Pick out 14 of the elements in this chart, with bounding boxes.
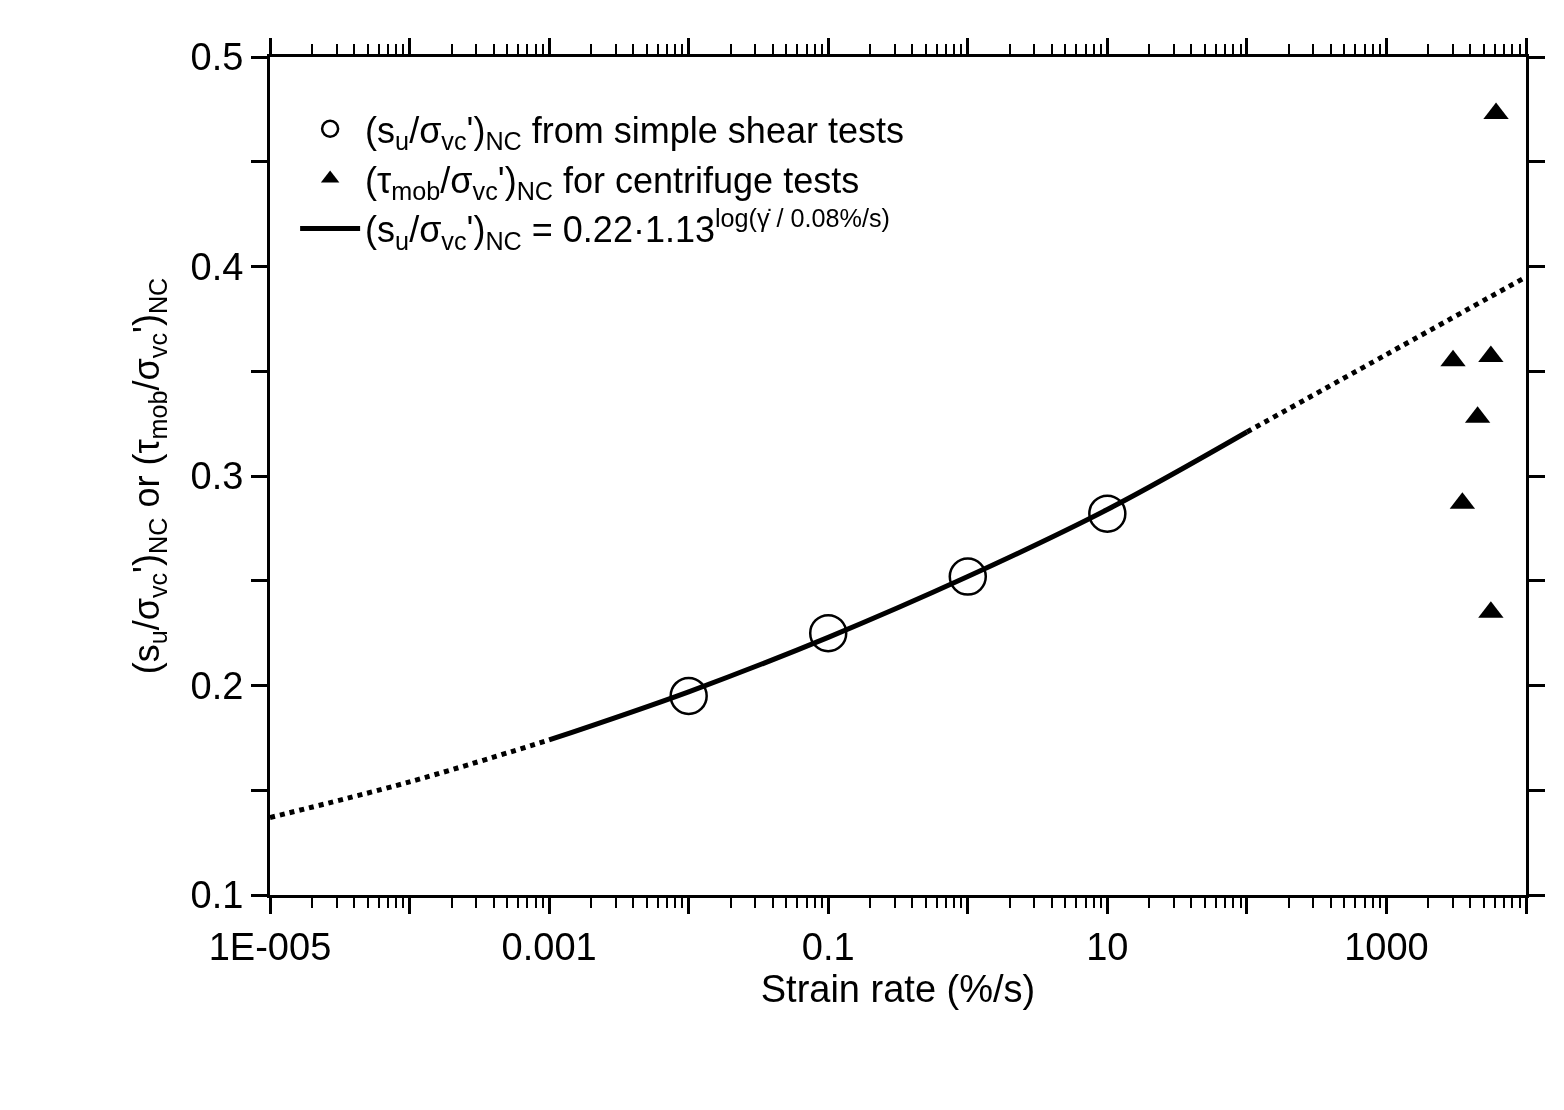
x-tick-label: 1E-005	[208, 925, 332, 968]
legend-label: (τ$_{mob}$/σ$_{vc}$')$_{NC}$ for centrifuge tests	[365, 159, 860, 206]
x-tick-label: 0.1	[801, 925, 855, 968]
y-tick-label: 0.5	[190, 36, 244, 79]
x-tick-label: 1000	[1344, 925, 1429, 968]
legend-label: (s$_{u}$/σ$_{vc}$')$_{NC}$ from simple shear tests	[365, 109, 904, 156]
legend-label: (s$_{u}$/σ$_{vc}$')$_{NC}$ = 0.22·1.13$^{log(γ̇ / 0.08%/s)}$	[365, 204, 890, 255]
x-axis-title: Strain rate (%/s)	[760, 967, 1036, 1010]
x-tick-label: 0.001	[501, 925, 597, 968]
y-tick-label: 0.1	[190, 874, 244, 917]
x-tick-label: 10	[1086, 925, 1129, 968]
y-tick-label: 0.4	[190, 245, 244, 288]
y-tick-label: 0.2	[190, 664, 244, 707]
y-tick-label: 0.3	[190, 455, 244, 498]
